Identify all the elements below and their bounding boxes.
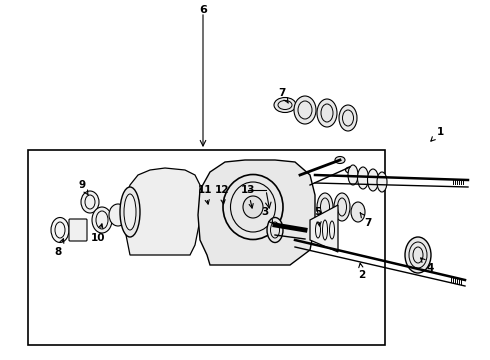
Ellipse shape xyxy=(120,187,140,237)
Ellipse shape xyxy=(345,167,354,173)
Ellipse shape xyxy=(294,96,316,124)
Ellipse shape xyxy=(405,237,431,273)
Ellipse shape xyxy=(109,204,127,226)
Ellipse shape xyxy=(243,196,263,218)
Ellipse shape xyxy=(348,165,358,185)
Ellipse shape xyxy=(92,207,112,233)
Text: 4: 4 xyxy=(421,258,434,273)
Ellipse shape xyxy=(377,172,387,192)
Text: 7: 7 xyxy=(360,213,372,228)
Ellipse shape xyxy=(124,194,136,230)
PathPatch shape xyxy=(310,205,338,252)
Text: 7: 7 xyxy=(278,88,288,103)
Ellipse shape xyxy=(51,217,69,243)
FancyBboxPatch shape xyxy=(69,219,87,241)
Text: 6: 6 xyxy=(199,5,207,15)
PathPatch shape xyxy=(125,168,200,255)
Ellipse shape xyxy=(351,202,365,222)
Text: 1: 1 xyxy=(431,127,443,141)
Ellipse shape xyxy=(200,199,216,225)
Ellipse shape xyxy=(317,99,337,127)
Text: 13: 13 xyxy=(241,185,255,208)
PathPatch shape xyxy=(198,160,315,265)
Ellipse shape xyxy=(368,169,378,191)
Ellipse shape xyxy=(81,191,99,213)
Ellipse shape xyxy=(317,193,333,221)
Ellipse shape xyxy=(334,193,350,221)
Ellipse shape xyxy=(214,198,230,226)
Ellipse shape xyxy=(339,105,357,131)
Ellipse shape xyxy=(335,157,345,163)
Bar xyxy=(28,150,385,345)
Ellipse shape xyxy=(274,98,296,112)
Text: 9: 9 xyxy=(78,180,88,195)
Text: 8: 8 xyxy=(54,239,64,257)
Text: 5: 5 xyxy=(315,207,321,226)
Text: 12: 12 xyxy=(215,185,229,204)
Text: 2: 2 xyxy=(358,263,366,280)
Ellipse shape xyxy=(267,217,283,243)
Text: 3: 3 xyxy=(261,207,273,224)
Text: 10: 10 xyxy=(91,224,105,243)
Text: 11: 11 xyxy=(198,185,212,204)
Ellipse shape xyxy=(358,167,368,189)
